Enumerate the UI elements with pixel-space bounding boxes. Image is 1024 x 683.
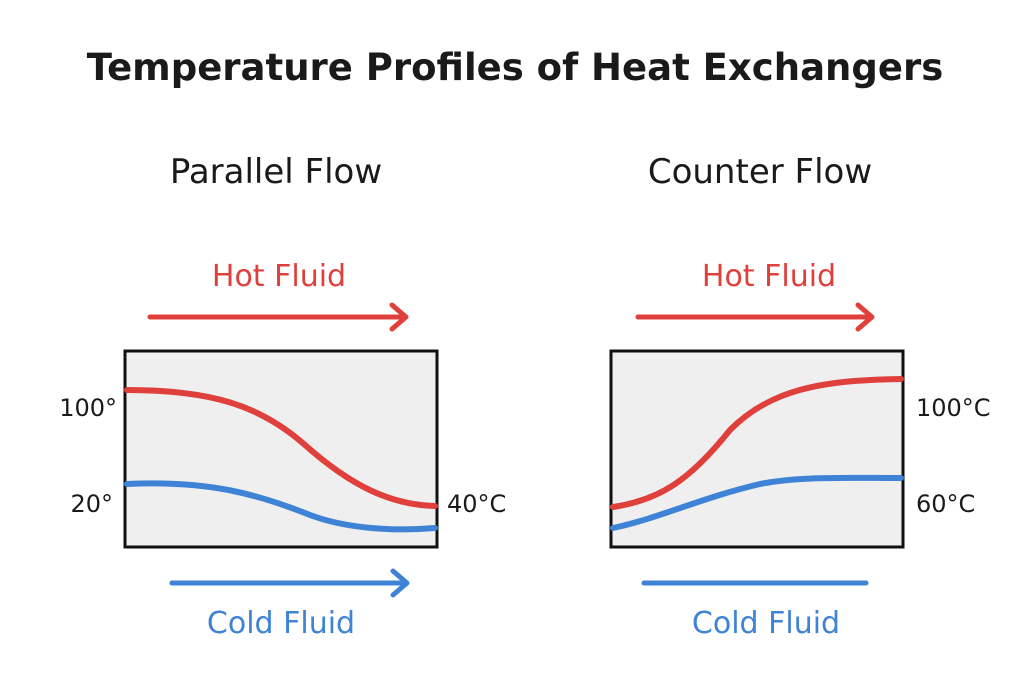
parallel-hot-curve <box>124 387 438 509</box>
parallel-flow-box <box>123 349 439 549</box>
parallel-cold-arrow-icon <box>169 568 410 598</box>
parallel-flow-panel: Parallel Flow Hot Fluid 100° 20° 40°C Co… <box>59 152 506 641</box>
parallel-hot-fluid-label: Hot Fluid <box>212 259 346 294</box>
parallel-flow-title: Parallel Flow <box>170 152 382 192</box>
counter-right-temp-bottom: 60°C <box>916 490 975 518</box>
main-title: Temperature Profiles of Heat Exchangers <box>87 46 943 89</box>
parallel-left-temp-top: 100° <box>59 394 117 422</box>
parallel-right-temp: 40°C <box>447 490 506 518</box>
counter-cold-curve <box>610 474 904 531</box>
counter-hot-arrow-icon <box>635 302 875 332</box>
parallel-left-temp-bottom: 20° <box>70 490 113 518</box>
counter-flow-title: Counter Flow <box>648 152 872 192</box>
counter-hot-curve <box>610 376 904 510</box>
counter-cold-fluid-label: Cold Fluid <box>692 606 840 641</box>
counter-flow-panel: Counter Flow Hot Fluid 100°C 60°C Cold F… <box>609 152 991 641</box>
counter-hot-fluid-label: Hot Fluid <box>702 259 836 294</box>
parallel-hot-arrow-icon <box>147 302 409 332</box>
counter-right-temp-top: 100°C <box>916 394 991 422</box>
parallel-cold-fluid-label: Cold Fluid <box>207 606 355 641</box>
parallel-cold-curve <box>124 480 438 533</box>
